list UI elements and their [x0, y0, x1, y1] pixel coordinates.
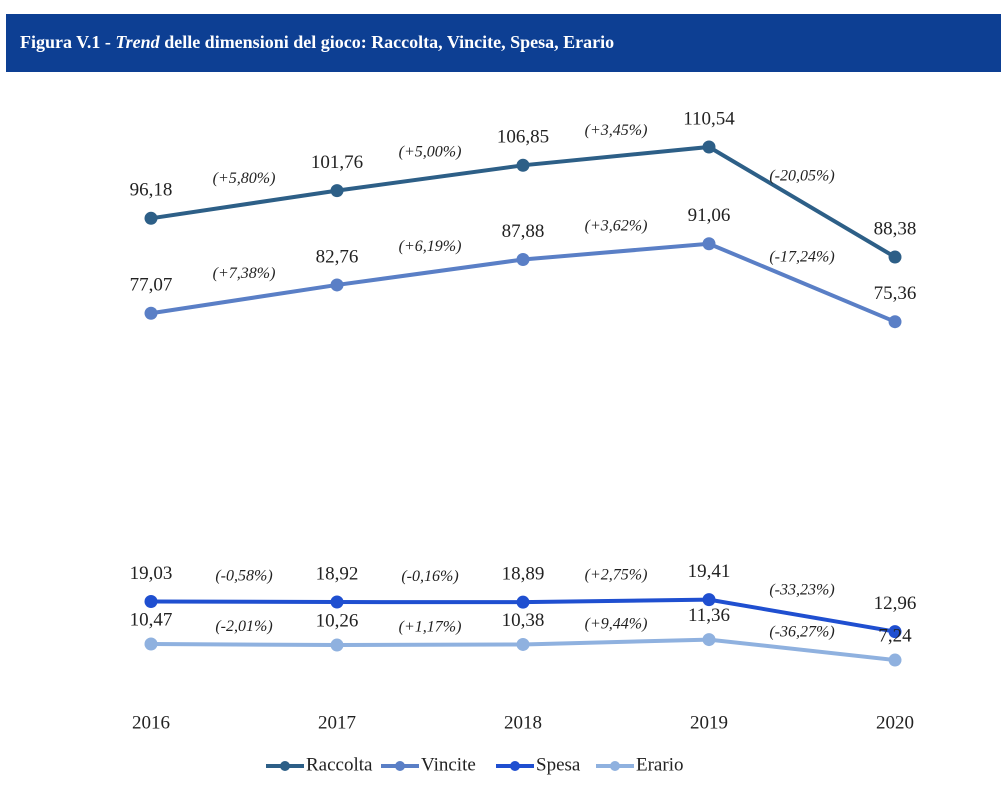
change-label: (-36,27%) [769, 623, 834, 640]
change-label: (+7,38%) [213, 265, 276, 282]
change-label: (+9,44%) [585, 616, 648, 633]
change-label: (+1,17%) [399, 618, 462, 635]
point [330, 278, 344, 292]
point [702, 140, 716, 154]
legend-dot [510, 761, 520, 771]
change-label: (-20,05%) [769, 168, 834, 185]
change-label: (+3,45%) [585, 122, 648, 139]
point [330, 595, 344, 609]
value-label: 91,06 [688, 205, 731, 226]
value-label: 10,47 [130, 609, 173, 630]
change-label: (+5,00%) [399, 144, 462, 161]
x-tick-label: 2019 [690, 712, 728, 733]
change-label: (+5,80%) [213, 170, 276, 187]
change-label: (-2,01%) [215, 618, 272, 635]
point [330, 638, 344, 652]
title-part: delle dimensioni del gioco: Raccolta, Vi… [160, 32, 614, 52]
x-tick-label: 2017 [318, 712, 356, 733]
title-bar [6, 14, 1001, 72]
legend-label: Spesa [536, 754, 581, 775]
value-label: 96,18 [130, 180, 173, 201]
change-label: (+2,75%) [585, 567, 648, 584]
point [702, 633, 716, 647]
value-label: 101,76 [311, 152, 363, 173]
value-label: 19,41 [688, 561, 731, 582]
legend-label: Erario [636, 754, 683, 775]
change-label: (-0,58%) [215, 567, 272, 584]
value-label: 106,85 [497, 127, 549, 148]
change-label: (+6,19%) [399, 238, 462, 255]
value-label: 18,92 [316, 563, 359, 584]
value-label: 75,36 [874, 283, 917, 304]
point [144, 211, 158, 225]
legend-dot [280, 761, 290, 771]
change-label: (-33,23%) [769, 581, 834, 598]
value-label: 19,03 [130, 563, 173, 584]
value-label: 87,88 [502, 221, 545, 242]
value-label: 7,24 [878, 625, 912, 646]
point [702, 237, 716, 251]
change-label: (-17,24%) [769, 248, 834, 265]
value-label: 10,26 [316, 610, 359, 631]
x-tick-label: 2016 [132, 712, 170, 733]
point [516, 595, 530, 609]
x-tick-label: 2020 [876, 712, 914, 733]
point [702, 593, 716, 607]
point [888, 315, 902, 329]
point [330, 184, 344, 198]
title-part: Figura V.1 - [20, 32, 115, 52]
point [144, 306, 158, 320]
chart-title: Figura V.1 - Trend delle dimensioni del … [20, 32, 614, 52]
value-label: 88,38 [874, 218, 917, 239]
title-part: Trend [115, 32, 160, 52]
value-label: 10,38 [502, 610, 545, 631]
value-label: 12,96 [874, 593, 917, 614]
legend-dot [395, 761, 405, 771]
point [888, 653, 902, 667]
value-label: 18,89 [502, 564, 545, 585]
point [516, 637, 530, 651]
legend-label: Raccolta [306, 754, 373, 775]
point [144, 594, 158, 608]
point [144, 637, 158, 651]
value-label: 11,36 [688, 605, 730, 626]
change-label: (+3,62%) [585, 217, 648, 234]
value-label: 77,07 [130, 275, 173, 296]
point [888, 625, 902, 639]
point [516, 253, 530, 267]
change-label: (-0,16%) [401, 568, 458, 585]
legend-dot [610, 761, 620, 771]
point [888, 250, 902, 264]
value-label: 82,76 [316, 246, 359, 267]
x-tick-label: 2018 [504, 712, 542, 733]
point [516, 158, 530, 172]
legend-label: Vincite [421, 754, 476, 775]
value-label: 110,54 [683, 108, 735, 129]
